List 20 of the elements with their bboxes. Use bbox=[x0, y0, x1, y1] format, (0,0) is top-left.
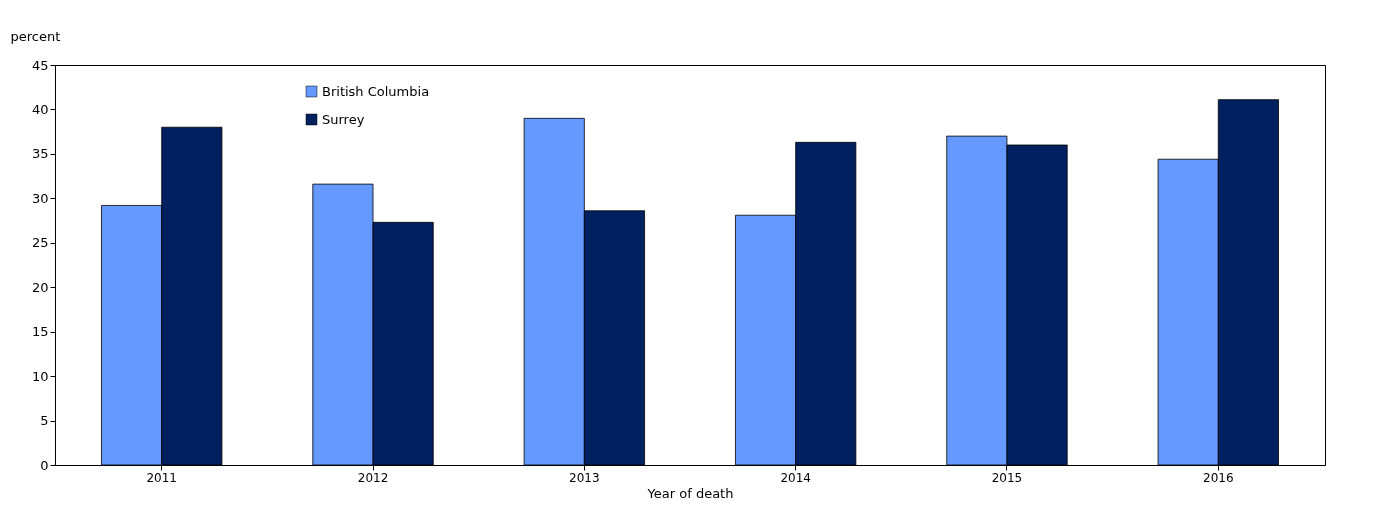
y-tick-label: 40 bbox=[31, 101, 49, 117]
x-tick-label: 2013 bbox=[569, 470, 600, 485]
legend-label: Surrey bbox=[322, 111, 365, 127]
legend-label: British Columbia bbox=[322, 83, 430, 99]
x-axis-title: Year of death bbox=[646, 485, 734, 501]
x-tick-label: 2014 bbox=[780, 470, 811, 485]
y-tick-label: 20 bbox=[31, 279, 49, 295]
y-tick-label: 25 bbox=[31, 235, 49, 251]
y-tick-label: 35 bbox=[31, 146, 49, 162]
y-tick-label: 30 bbox=[31, 190, 49, 206]
x-tick-label: 2015 bbox=[991, 470, 1023, 485]
y-tick-label: 0 bbox=[40, 457, 49, 473]
y-tick-label: 5 bbox=[40, 413, 49, 429]
y-tick-label: 10 bbox=[31, 368, 49, 384]
y-tick-label: 15 bbox=[31, 324, 49, 340]
y-tick-label: 45 bbox=[31, 57, 49, 73]
x-tick-label: 2011 bbox=[146, 470, 177, 485]
x-tick-label: 2016 bbox=[1203, 470, 1234, 485]
x-tick-label: 2012 bbox=[357, 470, 389, 485]
y-axis-title: percent bbox=[10, 28, 61, 44]
